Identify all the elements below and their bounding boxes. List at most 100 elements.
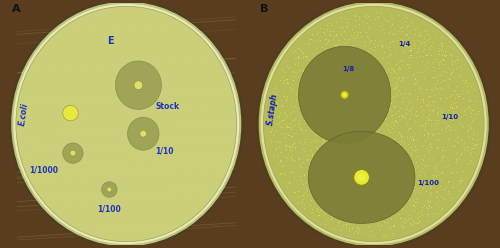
Point — [368, 144, 376, 148]
Point — [383, 94, 391, 98]
Point — [294, 54, 302, 58]
Point — [436, 87, 444, 91]
Point — [288, 145, 296, 149]
Point — [387, 52, 395, 56]
Point — [370, 70, 378, 74]
Point — [411, 144, 419, 148]
Point — [323, 172, 331, 176]
Point — [395, 155, 403, 158]
Point — [278, 118, 286, 122]
Point — [336, 209, 344, 213]
Point — [458, 92, 466, 95]
Point — [446, 102, 454, 106]
Point — [417, 114, 425, 118]
Point — [361, 71, 369, 75]
Point — [471, 99, 479, 103]
Point — [421, 121, 429, 124]
Point — [402, 44, 410, 48]
Point — [445, 117, 453, 121]
Point — [353, 104, 361, 108]
Point — [366, 190, 374, 194]
Point — [364, 27, 372, 31]
Point — [361, 125, 369, 129]
Point — [396, 92, 404, 96]
Point — [418, 108, 426, 112]
Ellipse shape — [264, 6, 484, 242]
Point — [342, 31, 350, 35]
Point — [385, 47, 393, 51]
Point — [339, 144, 347, 148]
Point — [283, 125, 291, 129]
Point — [356, 104, 364, 108]
Point — [322, 63, 330, 67]
Point — [410, 188, 418, 192]
Point — [395, 88, 403, 92]
Point — [374, 127, 382, 131]
Point — [388, 144, 396, 148]
Point — [362, 21, 370, 25]
Point — [452, 105, 460, 109]
Point — [410, 185, 418, 189]
Point — [420, 124, 428, 128]
Point — [368, 84, 376, 88]
Point — [380, 136, 388, 140]
Point — [330, 87, 338, 91]
Point — [433, 169, 441, 173]
Point — [288, 134, 296, 138]
Point — [316, 186, 324, 190]
Point — [273, 140, 281, 144]
Point — [426, 178, 434, 182]
Point — [340, 37, 348, 41]
Point — [434, 73, 442, 77]
Point — [348, 78, 356, 82]
Point — [296, 68, 304, 72]
Point — [294, 156, 302, 160]
Point — [339, 170, 347, 174]
Point — [374, 222, 382, 226]
Point — [347, 126, 355, 130]
Point — [394, 140, 402, 144]
Point — [429, 173, 437, 177]
Point — [406, 174, 414, 178]
Point — [395, 67, 403, 71]
Point — [398, 206, 406, 210]
Point — [423, 61, 431, 65]
Point — [270, 147, 278, 151]
Point — [289, 50, 297, 54]
Point — [286, 148, 294, 152]
Point — [300, 140, 308, 144]
Point — [388, 94, 396, 98]
Point — [344, 52, 351, 56]
Point — [327, 74, 335, 78]
Point — [462, 81, 469, 85]
Point — [371, 45, 379, 49]
Point — [304, 162, 312, 166]
Point — [278, 131, 285, 135]
Point — [298, 100, 306, 104]
Point — [276, 157, 284, 161]
Point — [386, 39, 394, 43]
Point — [312, 46, 320, 50]
Point — [364, 224, 372, 228]
Point — [361, 107, 369, 111]
Point — [289, 170, 297, 174]
Point — [448, 47, 456, 51]
Point — [267, 129, 275, 133]
Point — [438, 109, 446, 113]
Point — [429, 103, 437, 107]
Point — [316, 147, 324, 151]
Point — [402, 111, 410, 115]
Point — [330, 121, 338, 124]
Point — [298, 87, 306, 91]
Point — [437, 41, 445, 45]
Point — [372, 10, 380, 14]
Point — [426, 144, 434, 148]
Point — [400, 106, 408, 110]
Point — [407, 161, 415, 165]
Text: 1/1000: 1/1000 — [30, 165, 58, 175]
Point — [369, 189, 377, 193]
Point — [352, 199, 360, 203]
Point — [425, 37, 433, 41]
Point — [399, 50, 407, 54]
Point — [418, 100, 426, 104]
